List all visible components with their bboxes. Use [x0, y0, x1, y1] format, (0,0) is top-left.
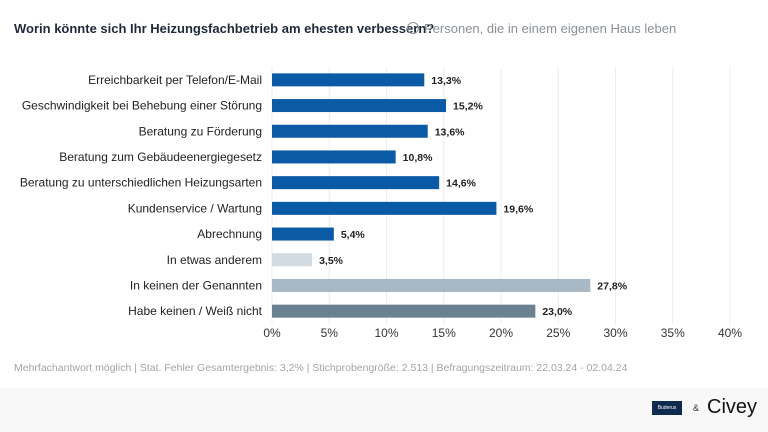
- subtitle-text: Personen, die in einem eigenen Haus lebe…: [424, 21, 677, 36]
- civey-logo: Civey: [707, 396, 758, 418]
- category-label: Kundenservice / Wartung: [128, 201, 262, 215]
- x-tick-label: 0%: [263, 326, 281, 340]
- category-label: In etwas anderem: [167, 253, 262, 267]
- data-label: 10,8%: [403, 152, 433, 164]
- category-label: Habe keinen / Weiß nicht: [128, 304, 263, 318]
- population-icon: [407, 22, 419, 34]
- bar: [272, 124, 428, 138]
- category-label: Erreichbarkeit per Telefon/E-Mail: [88, 73, 262, 87]
- category-label: In keinen der Genannten: [130, 278, 262, 292]
- ampersand: &: [693, 403, 700, 413]
- footer-bar: [0, 388, 768, 432]
- data-label: 15,2%: [453, 101, 483, 113]
- bar: [272, 253, 313, 267]
- data-label: 19,6%: [503, 203, 533, 215]
- bar-chart: 0% 5% 10% 15% 20% 25% 30% 35% 40% Erreichbarkeit …: [20, 67, 742, 340]
- x-tick-label: 5%: [321, 326, 339, 340]
- x-tick-label: 25%: [546, 326, 570, 340]
- data-label: 13,3%: [431, 75, 461, 87]
- chart-title: Worin könnte sich Ihr Heizungsfachbetrie…: [14, 21, 435, 36]
- category-label: Beratung zu Förderung: [139, 124, 262, 138]
- category-label: Abrechnung: [197, 227, 262, 241]
- bar: [272, 227, 334, 241]
- bar: [272, 73, 425, 87]
- data-label: 5,4%: [341, 229, 366, 241]
- data-label: 23,0%: [542, 306, 572, 318]
- bar: [272, 304, 536, 318]
- category-label: Beratung zu unterschiedlichen Heizungsar…: [20, 176, 262, 190]
- x-tick-label: 35%: [661, 326, 685, 340]
- chart-subtitle: Personen, die in einem eigenen Haus lebe…: [407, 21, 676, 36]
- x-tick-label: 10%: [374, 326, 398, 340]
- bar: [272, 278, 591, 292]
- bar: [272, 150, 396, 164]
- data-label: 13,6%: [435, 126, 465, 138]
- category-label: Geschwindigkeit bei Behebung einer Störu…: [22, 99, 262, 113]
- category-label: Beratung zum Gebäudeenergiegesetz: [59, 150, 262, 164]
- x-tick-label: 15%: [432, 326, 456, 340]
- bar: [272, 99, 447, 113]
- bar: [272, 176, 440, 190]
- x-tick-label: 30%: [603, 326, 627, 340]
- data-label: 27,8%: [597, 280, 627, 292]
- footnote: Mehrfachantwort möglich | Stat. Fehler G…: [14, 362, 628, 374]
- data-label: 14,6%: [446, 178, 476, 190]
- buderus-logo: Buderus: [652, 401, 682, 415]
- data-label: 3,5%: [319, 255, 344, 267]
- x-tick-label: 40%: [718, 326, 742, 340]
- bar: [272, 201, 497, 215]
- x-tick-label: 20%: [489, 326, 513, 340]
